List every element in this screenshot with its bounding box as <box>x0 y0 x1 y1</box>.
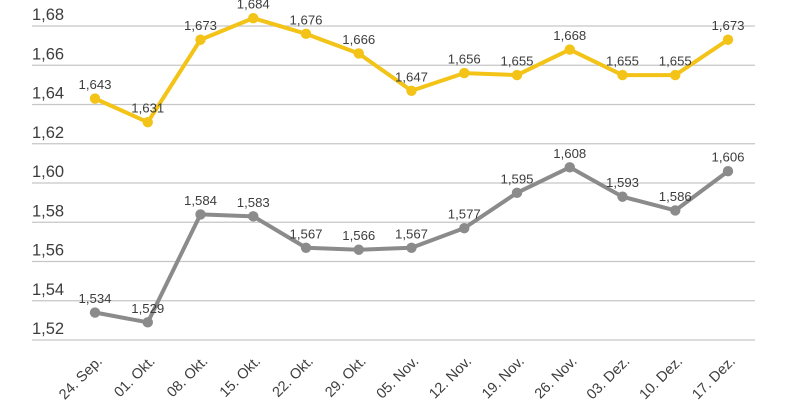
yellow-series-data-label: 1,666 <box>342 32 375 47</box>
gray-series-point <box>459 222 470 234</box>
gray-series-data-label: 1,586 <box>659 189 692 204</box>
gray-series-point <box>248 211 259 222</box>
gray-series-point <box>617 191 628 202</box>
yellow-series-point <box>195 34 206 45</box>
yellow-series-data-label: 1,655 <box>500 54 533 69</box>
y-tick-label: 1,62 <box>32 124 64 142</box>
gray-series-point <box>564 162 575 173</box>
gray-series-data-label: 1,608 <box>553 146 586 161</box>
gray-series-data-label: 1,567 <box>289 226 322 241</box>
gray-series-point <box>89 307 101 318</box>
gray-series-point <box>353 244 364 255</box>
yellow-series-data-label: 1,673 <box>184 18 217 33</box>
y-tick-label: 1,66 <box>32 45 64 63</box>
yellow-series-point <box>89 93 101 104</box>
y-tick-label: 1,54 <box>32 281 64 299</box>
yellow-series-point <box>617 69 628 81</box>
y-tick-label: 1,64 <box>32 85 64 103</box>
y-tick-label: 1,58 <box>32 202 64 220</box>
yellow-series-data-label: 1,673 <box>711 18 744 33</box>
yellow-series-data-label: 1,684 <box>237 0 270 12</box>
yellow-series-data-label: 1,631 <box>131 101 164 116</box>
y-tick-label: 1,52 <box>32 320 64 338</box>
gray-series-data-label: 1,583 <box>237 195 270 210</box>
yellow-series-point <box>353 48 364 59</box>
yellow-series-point <box>670 69 681 81</box>
yellow-series-data-label: 1,668 <box>553 28 586 43</box>
yellow-series-point <box>564 44 575 55</box>
yellow-series-data-label: 1,676 <box>289 12 322 27</box>
gray-series-data-label: 1,595 <box>500 171 533 186</box>
yellow-series-point <box>248 12 259 24</box>
yellow-series-point <box>406 85 417 96</box>
y-tick-label: 1,68 <box>32 6 64 24</box>
gray-series-point <box>195 209 206 220</box>
gray-series-data-label: 1,567 <box>395 226 428 241</box>
gray-series-data-label: 1,577 <box>448 207 481 222</box>
gray-series-point <box>142 317 153 328</box>
gray-series-data-label: 1,593 <box>606 175 639 190</box>
gray-series-data-label: 1,534 <box>78 291 111 306</box>
gray-series-data-label: 1,566 <box>342 228 375 243</box>
yellow-series-point <box>300 28 312 40</box>
gray-series-point <box>722 166 734 177</box>
gray-series-point <box>406 242 417 253</box>
gray-series-point <box>511 187 523 199</box>
yellow-series-point <box>511 69 523 81</box>
gray-series-point <box>300 242 312 253</box>
yellow-series-point <box>722 34 734 45</box>
yellow-series-data-label: 1,655 <box>659 54 692 69</box>
yellow-series-point <box>459 67 470 79</box>
gray-series-data-label: 1,606 <box>711 150 744 165</box>
yellow-series-data-label: 1,647 <box>395 69 428 84</box>
yellow-series-data-label: 1,655 <box>606 54 639 69</box>
y-tick-label: 1,56 <box>32 242 64 260</box>
gray-series-point <box>670 205 681 216</box>
yellow-series-point <box>142 116 153 128</box>
yellow-series-data-label: 1,643 <box>78 77 111 92</box>
gray-series-data-label: 1,529 <box>131 301 164 316</box>
y-tick-label: 1,60 <box>32 163 64 181</box>
yellow-series-data-label: 1,656 <box>448 52 481 67</box>
gray-series-data-label: 1,584 <box>184 193 217 208</box>
